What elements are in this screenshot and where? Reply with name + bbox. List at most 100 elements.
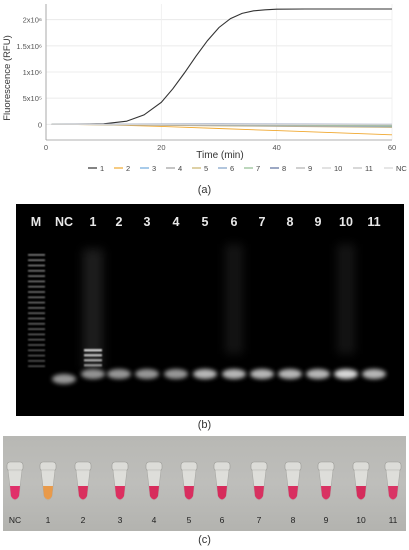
tube-cap — [250, 461, 268, 472]
x-tick-label: 20 — [157, 143, 165, 152]
y-tick-label: 5x10⁵ — [23, 94, 42, 103]
legend-label-2: 2 — [126, 164, 130, 173]
ladder-band — [28, 254, 45, 256]
primer-dimer-band — [107, 369, 131, 379]
ladder-band — [28, 365, 45, 368]
y-tick-label: 2x10⁶ — [23, 16, 42, 25]
ladder-band — [28, 307, 45, 309]
tube-liquid — [78, 486, 88, 500]
tube-cap — [145, 461, 163, 472]
tube-label: 6 — [220, 515, 225, 525]
panel-c-tube-photo: NC 1 2 3 4 5 6 7 8 9 10 11 (c) — [0, 430, 409, 550]
x-axis-label: Time (min) — [196, 150, 243, 161]
ladder-band — [28, 269, 45, 272]
gel-lane-label: 2 — [116, 215, 123, 229]
caption-c: (c) — [198, 534, 211, 546]
ladder-band — [28, 280, 45, 283]
gel-lane-label: 11 — [367, 215, 380, 229]
legend-label-11: 11 — [365, 164, 373, 173]
tube-cap — [6, 461, 24, 472]
tube-cap — [352, 461, 370, 472]
ladder-band — [28, 285, 45, 288]
gel-lane-label: 9 — [315, 215, 322, 229]
ladder-band — [28, 349, 45, 352]
primer-dimer-band — [222, 369, 246, 379]
tube-canvas: NC 1 2 3 4 5 6 7 8 9 10 11 — [6, 461, 402, 525]
chart-series — [51, 8, 393, 136]
ladder-band — [28, 333, 45, 336]
primer-dimer-band — [306, 369, 330, 379]
tube-liquid — [184, 486, 194, 500]
y-tick-label: 1.5x10⁶ — [16, 42, 42, 51]
tube-7 — [250, 461, 268, 501]
gel-lane-label: NC — [55, 215, 73, 229]
gel-lane-label: 5 — [202, 215, 209, 229]
panel-b-gel-image: M NC 1 2 3 4 5 6 7 8 9 10 11 (b) — [0, 200, 409, 431]
tube-liquid — [217, 486, 227, 500]
tube-liquid — [254, 486, 264, 500]
ladder-band — [28, 275, 45, 277]
gel-lane-labels: M NC 1 2 3 4 5 6 7 8 9 10 11 — [31, 215, 381, 229]
legend-label-5: 5 — [204, 164, 208, 173]
tube-label: 2 — [81, 515, 86, 525]
ladder-band — [28, 322, 45, 325]
lane1-amplicon-band — [84, 354, 102, 357]
tube-cap — [39, 461, 57, 472]
x-tick-label: 0 — [44, 143, 48, 152]
legend-label-10: 10 — [334, 164, 342, 173]
legend-label-9: 9 — [308, 164, 312, 173]
tube-10 — [352, 461, 370, 501]
gel-canvas: M NC 1 2 3 4 5 6 7 8 9 10 11 — [28, 215, 386, 384]
ladder-band — [28, 360, 45, 362]
y-tick-label: 1x10⁶ — [23, 68, 42, 77]
tube-6 — [213, 461, 231, 501]
primer-dimer-band — [81, 369, 105, 379]
gel-lane-label: 10 — [339, 215, 353, 229]
tube-label: 7 — [257, 515, 262, 525]
tube-cap — [384, 461, 402, 472]
tube-label: 11 — [389, 515, 398, 525]
y-axis-label: Fluorescence (RFU) — [2, 35, 13, 121]
caption-b: (b) — [197, 419, 212, 431]
primer-dimer-band — [164, 369, 188, 379]
x-tick-label: 60 — [388, 143, 396, 152]
tube-liquid — [10, 486, 20, 500]
gel-lane-label: 3 — [144, 215, 151, 229]
tube-liquid — [321, 486, 331, 500]
tube-cap — [213, 461, 231, 472]
primer-dimer-band — [52, 374, 76, 384]
tube-label: NC — [9, 515, 21, 525]
tube-cap — [284, 461, 302, 472]
tube-label: 4 — [152, 515, 157, 525]
ladder-band — [28, 264, 45, 267]
primer-dimer-band — [193, 369, 217, 379]
tube-label: 3 — [118, 515, 123, 525]
tube-label: 10 — [356, 515, 366, 525]
legend-label-6: 6 — [230, 164, 234, 173]
gel-lane-label: 4 — [173, 215, 180, 229]
chart-grid — [45, 4, 393, 140]
tube-liquid — [149, 486, 159, 500]
tube-label: 9 — [324, 515, 329, 525]
gel-lane-label: 6 — [231, 215, 238, 229]
series-line-1 — [51, 8, 392, 125]
tube-label: 5 — [187, 515, 192, 525]
primer-dimer-band — [250, 369, 274, 379]
caption-a: (a) — [197, 184, 212, 196]
tube-liquid — [388, 486, 398, 500]
tube-NC — [6, 461, 24, 501]
tube-label: 1 — [46, 515, 51, 525]
gel-bands — [28, 244, 386, 384]
legend-label-NC: NC — [396, 164, 407, 173]
legend-label-7: 7 — [256, 164, 260, 173]
tube-cap — [317, 461, 335, 472]
faint-smear — [337, 244, 355, 354]
legend-label-8: 8 — [282, 164, 286, 173]
primer-dimer-band — [334, 369, 358, 379]
tube-9 — [317, 461, 335, 501]
faint-smear — [225, 244, 243, 354]
tube-4 — [145, 461, 163, 501]
primer-dimer-band — [362, 369, 386, 379]
legend-label-4: 4 — [178, 164, 182, 173]
ladder-band — [28, 338, 45, 341]
